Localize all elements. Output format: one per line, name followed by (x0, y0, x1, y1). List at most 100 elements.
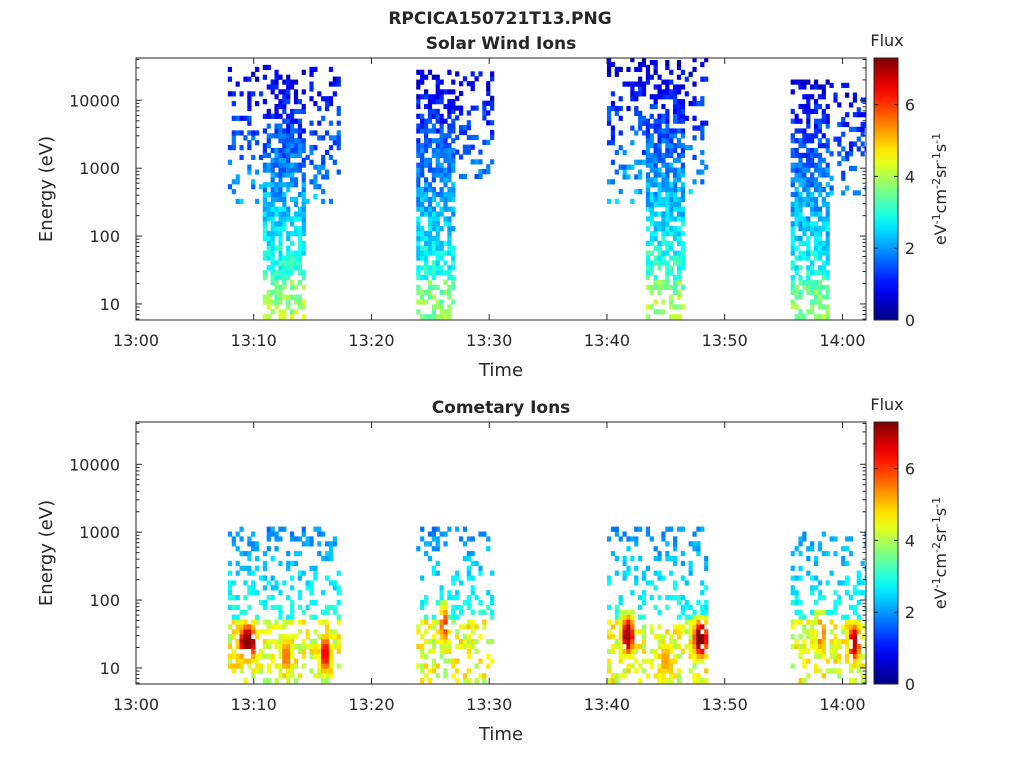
flux-cell (251, 531, 256, 537)
flux-cell (841, 639, 846, 645)
flux-cell (813, 629, 819, 635)
flux-cell (821, 284, 826, 290)
flux-cell (231, 614, 236, 620)
flux-cell (794, 639, 799, 645)
y-tick-label: 10 (100, 659, 120, 678)
colorbar-unit-label: eV-1cm-2sr-1s-1 (930, 133, 951, 245)
flux-cell (626, 570, 631, 576)
flux-cell (297, 260, 302, 266)
flux-cell (856, 590, 861, 596)
flux-cell (239, 619, 244, 625)
flux-cell (255, 619, 260, 625)
flux-cell (227, 145, 233, 151)
flux-cell (424, 653, 429, 659)
flux-cell (641, 629, 647, 635)
flux-cell (420, 643, 425, 650)
flux-cell (321, 663, 326, 669)
flux-cell (817, 265, 823, 271)
flux-cell (692, 66, 697, 73)
flux-cell (833, 590, 838, 596)
flux-cell (649, 138, 654, 144)
flux-cell (443, 167, 448, 173)
flux-cell (431, 138, 436, 144)
flux-cell (286, 634, 291, 640)
flux-cell (794, 211, 799, 217)
flux-cell (321, 164, 326, 170)
flux-cell (860, 121, 865, 128)
flux-cell (665, 187, 670, 193)
flux-cell (439, 289, 444, 295)
flux-cell (790, 643, 795, 650)
flux-cell (309, 668, 314, 674)
flux-cell (829, 619, 834, 625)
flux-cell (661, 94, 666, 100)
flux-cell (806, 275, 811, 281)
flux-cell (251, 585, 256, 591)
panel-title: Cometary Ions (432, 398, 571, 418)
flux-cell (645, 79, 651, 85)
y-tick-label: 100 (89, 591, 120, 610)
flux-cell (798, 196, 803, 203)
flux-cell (680, 147, 685, 154)
flux-cell (439, 143, 444, 149)
flux-cell (243, 115, 248, 121)
flux-cell (852, 585, 857, 591)
flux-cell (301, 182, 306, 188)
flux-cell (490, 570, 495, 576)
flux-cell (416, 84, 421, 90)
flux-cell (278, 74, 283, 80)
flux-cell (626, 663, 631, 669)
flux-cell (439, 99, 444, 105)
flux-cell (470, 619, 475, 625)
flux-cell (692, 531, 697, 537)
flux-cell (657, 143, 662, 149)
flux-cell (416, 147, 421, 154)
colorbar-tick-label: 2 (905, 239, 915, 258)
flux-cell (645, 152, 651, 159)
flux-cell (817, 289, 823, 295)
flux-cell (458, 110, 464, 116)
flux-cell (416, 103, 421, 110)
flux-cell (676, 279, 682, 286)
flux-cell (258, 653, 264, 659)
flux-cell (336, 110, 341, 117)
flux-cell (692, 58, 697, 63)
flux-cell (696, 101, 701, 107)
flux-cell (630, 634, 635, 640)
flux-cell (435, 94, 440, 100)
flux-cell (817, 643, 823, 650)
flux-cell (864, 575, 866, 581)
flux-cell (676, 157, 682, 163)
flux-cell (324, 668, 330, 674)
flux-cell (821, 84, 826, 90)
flux-cell (817, 172, 823, 178)
flux-cell (486, 90, 491, 97)
flux-cell (665, 196, 670, 203)
flux-cell (435, 143, 440, 149)
flux-cell (657, 147, 662, 154)
flux-cell (293, 260, 299, 266)
flux-cell (676, 64, 682, 71)
flux-cell (486, 120, 491, 126)
flux-cell (431, 152, 436, 159)
flux-cell (802, 678, 807, 684)
flux-cell (845, 156, 850, 162)
flux-cell (439, 133, 444, 139)
flux-cell (638, 86, 643, 92)
flux-cell (661, 575, 666, 581)
flux-cell (669, 147, 674, 154)
flux-cell (309, 648, 314, 654)
flux-cell (297, 235, 302, 242)
flux-cell (266, 123, 271, 129)
flux-cell (700, 658, 705, 664)
flux-cell (688, 648, 693, 654)
flux-cell (810, 147, 815, 154)
flux-cell (258, 184, 264, 190)
flux-cell (790, 221, 795, 227)
flux-cell (657, 187, 662, 193)
flux-cell (324, 609, 330, 615)
flux-cell (688, 629, 693, 635)
flux-cell (630, 536, 635, 542)
flux-cell (309, 81, 314, 87)
flux-cell (856, 112, 861, 118)
